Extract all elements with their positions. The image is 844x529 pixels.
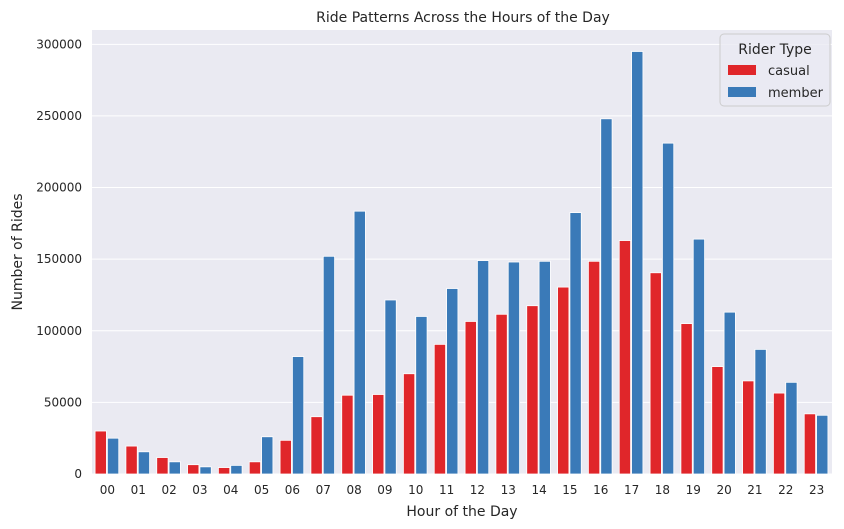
bar-member-18 [662, 142, 675, 475]
x-tick-label: 04 [223, 483, 238, 497]
bar-member-03 [199, 466, 212, 475]
x-tick-label: 16 [593, 483, 608, 497]
bar-member-13 [507, 261, 520, 475]
bar-member-12 [477, 260, 490, 475]
bar-member-19 [692, 238, 705, 475]
bar-member-23 [816, 414, 829, 475]
x-tick-label: 15 [562, 483, 577, 497]
bar-casual-18 [649, 272, 662, 475]
x-tick-label: 02 [161, 483, 176, 497]
bar-member-21 [754, 348, 767, 475]
bar-casual-16 [588, 260, 601, 475]
x-axis-title: Hour of the Day [406, 504, 517, 520]
bar-casual-12 [464, 321, 477, 475]
bar-casual-13 [495, 313, 508, 475]
bar-casual-04 [218, 467, 231, 475]
legend-label-casual: casual [768, 64, 810, 79]
y-tick-label: 300000 [36, 37, 82, 51]
x-tick-label: 13 [501, 483, 516, 497]
bar-member-10 [415, 316, 428, 475]
bar-member-08 [353, 210, 366, 475]
y-tick-label: 100000 [36, 324, 82, 338]
bar-casual-22 [773, 392, 786, 475]
bar-casual-20 [711, 366, 724, 475]
x-tick-label: 03 [192, 483, 207, 497]
bar-member-04 [230, 465, 243, 475]
bar-casual-23 [803, 413, 816, 475]
bar-member-02 [168, 461, 181, 475]
bar-member-11 [446, 288, 459, 475]
bar-casual-19 [680, 323, 693, 475]
legend-title: Rider Type [738, 42, 811, 58]
bar-casual-01 [125, 445, 138, 475]
bar-member-01 [137, 451, 150, 475]
x-tick-label: 07 [316, 483, 331, 497]
bar-member-22 [785, 381, 798, 475]
bar-casual-06 [279, 439, 292, 475]
x-tick-label: 18 [655, 483, 670, 497]
x-tick-labels: 00 01 02 03 04 05 06 07 08 09 10 11 12 13 14 15 16 17 18 19… [100, 483, 824, 497]
x-tick-label: 19 [686, 483, 701, 497]
bars-group [94, 51, 829, 475]
x-tick-label: 12 [470, 483, 485, 497]
x-tick-label: 06 [285, 483, 300, 497]
bar-casual-03 [187, 464, 200, 475]
bar-casual-00 [94, 430, 107, 475]
bar-member-14 [538, 260, 551, 475]
legend-swatch-member [728, 87, 756, 97]
chart-title: Ride Patterns Across the Hours of the Da… [316, 10, 610, 26]
bar-member-09 [384, 299, 397, 475]
bar-casual-02 [156, 457, 169, 475]
legend-swatch-casual [728, 65, 756, 75]
x-tick-label: 14 [531, 483, 546, 497]
x-tick-label: 20 [716, 483, 731, 497]
bar-casual-17 [618, 240, 631, 475]
y-tick-label: 250000 [36, 109, 82, 123]
bar-member-15 [569, 212, 582, 475]
x-tick-label: 01 [131, 483, 146, 497]
x-tick-label: 08 [346, 483, 361, 497]
plot-area [92, 30, 832, 474]
y-axis-title: Number of Rides [10, 193, 26, 310]
bar-member-06 [292, 356, 305, 475]
bar-casual-09 [372, 394, 385, 475]
x-tick-label: 00 [100, 483, 115, 497]
bar-member-05 [261, 436, 274, 475]
bar-casual-07 [310, 416, 323, 475]
bar-casual-08 [341, 394, 354, 475]
x-tick-label: 21 [747, 483, 762, 497]
x-tick-label: 23 [809, 483, 824, 497]
bar-member-20 [723, 311, 736, 475]
y-tick-label: 150000 [36, 252, 82, 266]
legend: Rider Type casual member [719, 33, 831, 107]
bar-member-16 [600, 118, 613, 475]
x-tick-label: 09 [377, 483, 392, 497]
x-tick-label: 17 [624, 483, 639, 497]
y-tick-labels: 0 50000 100000 150000 200000 250000 300000 [36, 37, 82, 481]
legend-label-member: member [768, 86, 824, 101]
x-tick-label: 22 [778, 483, 793, 497]
bar-casual-11 [433, 343, 446, 475]
bar-member-17 [631, 51, 644, 475]
bar-casual-21 [742, 380, 755, 475]
y-tick-label: 50000 [44, 395, 82, 409]
x-tick-label: 10 [408, 483, 423, 497]
bar-casual-14 [526, 305, 539, 475]
y-tick-label: 0 [74, 467, 82, 481]
bar-casual-15 [557, 286, 570, 475]
bar-member-07 [322, 255, 335, 475]
x-tick-label: 11 [439, 483, 454, 497]
grid-lines [92, 43, 832, 475]
bar-member-00 [107, 437, 120, 475]
y-tick-label: 200000 [36, 181, 82, 195]
bar-casual-10 [403, 373, 416, 475]
bar-casual-05 [248, 461, 261, 475]
x-tick-label: 05 [254, 483, 269, 497]
